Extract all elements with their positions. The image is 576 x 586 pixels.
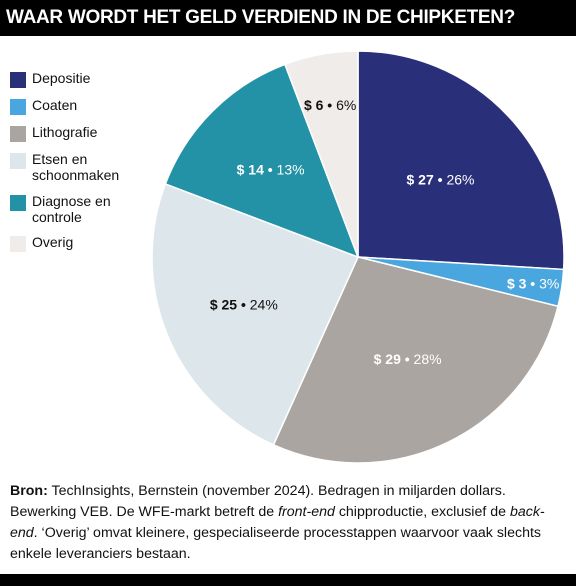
source-text: . ‘Overig’ omvat kleinere, gespecialisee… — [10, 525, 541, 562]
legend-label: Diagnose en controle — [32, 193, 111, 225]
legend-swatch — [10, 195, 26, 211]
legend-item-lithografie: Lithografie — [10, 124, 152, 142]
slice-data-label: $ 14 • 13% — [237, 162, 305, 178]
source-note: Bron: TechInsights, Bernstein (november … — [10, 481, 566, 565]
legend-item-coaten: Coaten — [10, 97, 152, 115]
bottom-bar — [0, 574, 576, 586]
legend-label: Overig — [32, 234, 74, 250]
legend-label: Coaten — [32, 97, 78, 113]
slice-data-label: $ 27 • 26% — [407, 171, 475, 187]
legend-item-diagnose-en-controle: Diagnose en controle — [10, 193, 152, 225]
source-emphasis: back-end — [10, 504, 545, 541]
slice-data-label: $ 6 • 6% — [304, 97, 356, 113]
legend-label: Lithografie — [32, 124, 98, 140]
legend-item-depositie: Depositie — [10, 70, 152, 88]
source-emphasis: front-end — [278, 504, 335, 520]
chart-title: WAAR WORDT HET GELD VERDIEND IN DE CHIPK… — [0, 0, 576, 36]
legend-swatch — [10, 153, 26, 169]
legend-item-overig: Overig — [10, 234, 152, 252]
source-text: TechInsights, Bernstein (november 2024).… — [10, 483, 506, 520]
pie-slice-depositie — [357, 50, 565, 271]
pie-slice-lithografie — [272, 256, 559, 464]
source-label: Bron: — [10, 483, 48, 499]
legend-label: Depositie — [32, 70, 91, 86]
legend-swatch — [10, 99, 26, 115]
slice-data-label: $ 3 • 3% — [507, 276, 559, 292]
slice-data-label: $ 25 • 24% — [210, 296, 278, 312]
pie-slice-overig — [283, 50, 359, 258]
pie-chart: $ 27 • 26% $ 3 • 3% $ 29 • 28% $ 25 • 24% $ … — [151, 50, 565, 464]
legend-item-etsen-en-schoonmaken: Etsen en schoonmaken — [10, 151, 152, 183]
pie-slice-diagnose-en-controle — [164, 63, 360, 259]
slice-data-label: $ 29 • 28% — [374, 351, 442, 367]
legend-swatch — [10, 236, 26, 252]
source-text: chipproductie, exclusief de — [334, 504, 510, 520]
pie-slice-etsen-en-schoonmaken — [151, 182, 360, 446]
legend-label: Etsen en schoonmaken — [32, 151, 120, 183]
legend-swatch — [10, 126, 26, 142]
legend-swatch — [10, 72, 26, 88]
